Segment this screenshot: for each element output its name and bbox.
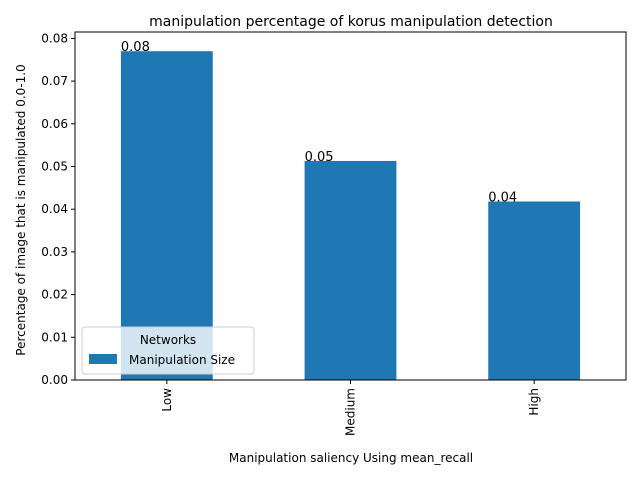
legend-box — [81, 326, 255, 375]
x-axis-label: Manipulation saliency Using mean_recall — [229, 451, 473, 465]
bar-labels-group: 0.08 0.05 0.04 — [121, 40, 517, 205]
chart-title: manipulation percentage of korus manipul… — [149, 14, 553, 30]
legend-swatch — [89, 354, 117, 364]
y-axis: 0.00 0.01 0.02 0.03 0.04 0.05 0.06 0.07 0.08 — [41, 31, 75, 387]
y-tick-label: 0.03 — [41, 245, 68, 259]
y-tick-label: 0.06 — [41, 117, 68, 131]
bar-medium — [304, 160, 397, 380]
y-axis-label: Percentage of image that is manipulated … — [14, 64, 28, 355]
y-tick-label: 0.05 — [41, 160, 68, 174]
legend-title: Networks — [140, 333, 196, 347]
bar-low — [120, 51, 213, 381]
bars-group — [120, 51, 581, 381]
x-tick-label-medium: Medium — [344, 388, 358, 436]
plot-frame — [74, 31, 627, 381]
bar-value-label-high: 0.04 — [488, 191, 517, 206]
y-tick-label: 0.01 — [41, 330, 68, 344]
legend-label-manipulation-size: Manipulation Size — [129, 353, 235, 367]
y-tick-label: 0.02 — [41, 288, 68, 302]
y-tick-label: 0.08 — [41, 31, 68, 45]
x-tick-label-low: Low — [160, 388, 174, 412]
y-tick-label: 0.04 — [41, 202, 68, 216]
x-axis: Low Medium High — [160, 380, 541, 436]
x-tick-label-high: High — [527, 388, 541, 416]
bar-value-label-medium: 0.05 — [305, 150, 334, 165]
legend: Networks Manipulation Size — [81, 326, 255, 375]
bar-value-label-low: 0.08 — [121, 40, 150, 55]
y-tick-label: 0.07 — [41, 74, 68, 88]
bar-high — [488, 201, 581, 380]
y-tick-label: 0.00 — [41, 373, 68, 387]
